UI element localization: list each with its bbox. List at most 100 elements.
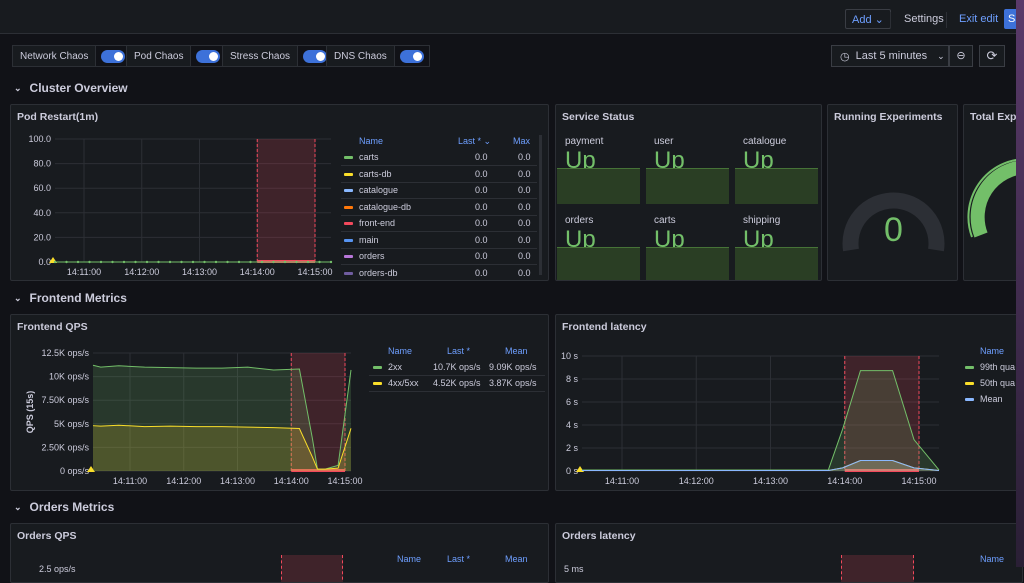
legend-header-mean[interactable]: Mean — [505, 554, 528, 564]
row-orders-metrics[interactable]: ⌄ Orders Metrics — [14, 500, 114, 514]
refresh-icon: ⟳ — [986, 48, 998, 63]
pod-restart-chart[interactable]: 100.0 80.0 60.0 40.0 20.0 0.0 14:11:00 14:12:00… — [11, 105, 341, 281]
y-tick-label: 4 s — [566, 420, 579, 430]
legend-header-max[interactable]: Max — [513, 136, 531, 146]
divider — [946, 12, 947, 28]
refresh-button[interactable]: ⟳ — [979, 45, 1005, 67]
legend-header-last[interactable]: Last * ⌄ — [458, 136, 491, 147]
gauge-track — [842, 192, 945, 252]
row-frontend-metrics[interactable]: ⌄ Frontend Metrics — [14, 291, 127, 305]
y-axis-label: QPS (15s) — [25, 391, 35, 434]
legend-max-value: 0.0 — [518, 234, 531, 245]
legend-series-name[interactable]: catalogue — [359, 185, 399, 195]
frontend-qps-chart[interactable]: 12.5K ops/s 10K ops/s 7.50K ops/s 5K ops/s 2… — [11, 315, 366, 491]
legend-header-last[interactable]: Last * — [447, 554, 471, 564]
legend-series-name[interactable]: 99th qua — [980, 362, 1016, 372]
annotation-marker[interactable] — [291, 469, 345, 472]
legend-max-value: 0.0 — [518, 185, 531, 195]
service-status-tile[interactable] — [646, 247, 729, 280]
window-edge — [1016, 0, 1024, 567]
toggle-switch[interactable] — [303, 49, 328, 63]
panel-title: Frontend latency — [562, 321, 647, 333]
series-line[interactable] — [582, 460, 940, 471]
chevron-down-icon: ⌄ — [14, 501, 22, 512]
add-button-label: Add — [852, 14, 872, 26]
legend-series-name[interactable]: 2xx — [388, 362, 403, 372]
legend-color-swatch — [373, 382, 382, 385]
service-status-tile[interactable] — [735, 168, 818, 204]
zoom-out-button[interactable]: ⊖ — [949, 45, 973, 67]
annotation-marker[interactable] — [844, 469, 919, 472]
annotation-start-icon[interactable] — [87, 466, 95, 472]
legend-series-name[interactable]: orders — [359, 251, 385, 261]
data-point — [122, 260, 126, 264]
series-line[interactable] — [582, 370, 940, 471]
legend-divider — [341, 214, 537, 216]
y-tick: 2.5 ops/s — [39, 564, 76, 574]
row-title: Frontend Metrics — [29, 291, 127, 305]
panel-service-status[interactable]: Service Status payment Up user Up catalogue U… — [555, 104, 822, 281]
frontend-latency-chart[interactable]: 10 s 8 s 6 s 4 s 2 s 0 s 14:11:00 14:12:00 14:13… — [556, 315, 956, 491]
service-status-tile[interactable] — [557, 168, 640, 204]
toggle-switch[interactable] — [196, 49, 221, 63]
time-range-picker[interactable]: ◷ Last 5 minutes ⌄ — [831, 45, 949, 67]
settings-button[interactable]: Settings — [904, 13, 944, 25]
save-button[interactable]: Save — [1004, 9, 1018, 29]
panel-orders-qps[interactable]: Orders QPS 2.5 ops/s Name Last * Mean — [10, 523, 549, 583]
legend-series-name[interactable]: orders-db — [359, 267, 398, 278]
legend-header-name[interactable]: Name — [980, 346, 1005, 356]
exit-edit-button[interactable]: Exit edit — [959, 13, 999, 25]
legend-mean-value: 3.87K ops/s — [489, 378, 537, 388]
data-point — [76, 260, 80, 264]
legend-max-value: 0.0 — [518, 251, 531, 261]
service-status-tile[interactable] — [557, 247, 640, 280]
legend-header-name[interactable]: Name — [980, 554, 1005, 564]
series-line[interactable] — [92, 424, 352, 470]
data-point — [214, 260, 218, 264]
sort-icon: ⌄ — [483, 136, 492, 146]
toggle-switch[interactable] — [399, 49, 424, 63]
scrollbar[interactable] — [539, 135, 542, 275]
legend-series-name[interactable]: catalogue-db — [359, 201, 412, 212]
panel-pod-restart[interactable]: Pod Restart(1m) 100.0 80.0 60.0 40.0 20.0 0.0… — [10, 104, 549, 281]
legend-series-name[interactable]: carts-db — [359, 168, 392, 179]
panel-orders-latency[interactable]: Orders latency 5 ms Name — [555, 523, 1023, 583]
legend-color-swatch — [965, 366, 974, 369]
legend-series-name[interactable]: main — [359, 234, 379, 245]
service-name: carts — [654, 215, 676, 226]
variable-dns-chaos[interactable]: DNS Chaos — [326, 45, 430, 67]
legend-header-mean[interactable]: Mean — [505, 346, 528, 356]
x-tick-label: 14:12:00 — [679, 476, 714, 486]
service-status-tile[interactable] — [646, 168, 729, 204]
variable-network-chaos[interactable]: Network Chaos — [12, 45, 132, 67]
panel-frontend-qps[interactable]: Frontend QPS 12.5K ops/s 10K ops/s 7.50K o… — [10, 314, 549, 491]
y-tick-label: 20.0 — [33, 232, 51, 242]
legend-header-name[interactable]: Name — [388, 346, 413, 356]
legend-series-name[interactable]: front-end — [359, 218, 396, 228]
panel-frontend-latency[interactable]: Frontend latency 10 s 8 s 6 s 4 s 2 s 0 s 14:1… — [555, 314, 1023, 491]
toggle-switch[interactable] — [101, 49, 126, 63]
legend-header-last[interactable]: Last * — [447, 346, 471, 356]
variable-stress-chaos[interactable]: Stress Chaos — [222, 45, 334, 67]
data-point — [318, 260, 321, 264]
legend-series-name[interactable]: 4xx/5xx — [388, 378, 419, 388]
panel-running-experiments[interactable]: Running Experiments 0 — [827, 104, 958, 281]
x-tick-label: 14:12:00 — [124, 267, 159, 277]
legend-header-name[interactable]: Name — [359, 136, 384, 146]
row-cluster-overview[interactable]: ⌄ Cluster Overview — [14, 81, 128, 95]
data-point — [191, 260, 195, 264]
legend-series-name[interactable]: Mean — [980, 394, 1003, 404]
service-status-tile[interactable] — [735, 247, 818, 280]
row-title: Cluster Overview — [29, 81, 128, 95]
panel-total-experiments[interactable]: Total Experiments — [963, 104, 1023, 281]
data-point — [99, 260, 103, 264]
legend-last-value: 0.0 — [475, 234, 488, 245]
gauge-threshold — [967, 158, 1022, 238]
legend-max-value: 0.0 — [518, 168, 531, 179]
legend-series-name[interactable]: carts — [359, 152, 379, 162]
add-button[interactable]: Add ⌄ — [845, 9, 891, 29]
legend-series-name[interactable]: 50th qua — [980, 378, 1016, 388]
variable-pod-chaos[interactable]: Pod Chaos — [126, 45, 227, 67]
legend-header-name[interactable]: Name — [397, 554, 422, 564]
x-tick-label: 14:11:00 — [605, 476, 639, 486]
